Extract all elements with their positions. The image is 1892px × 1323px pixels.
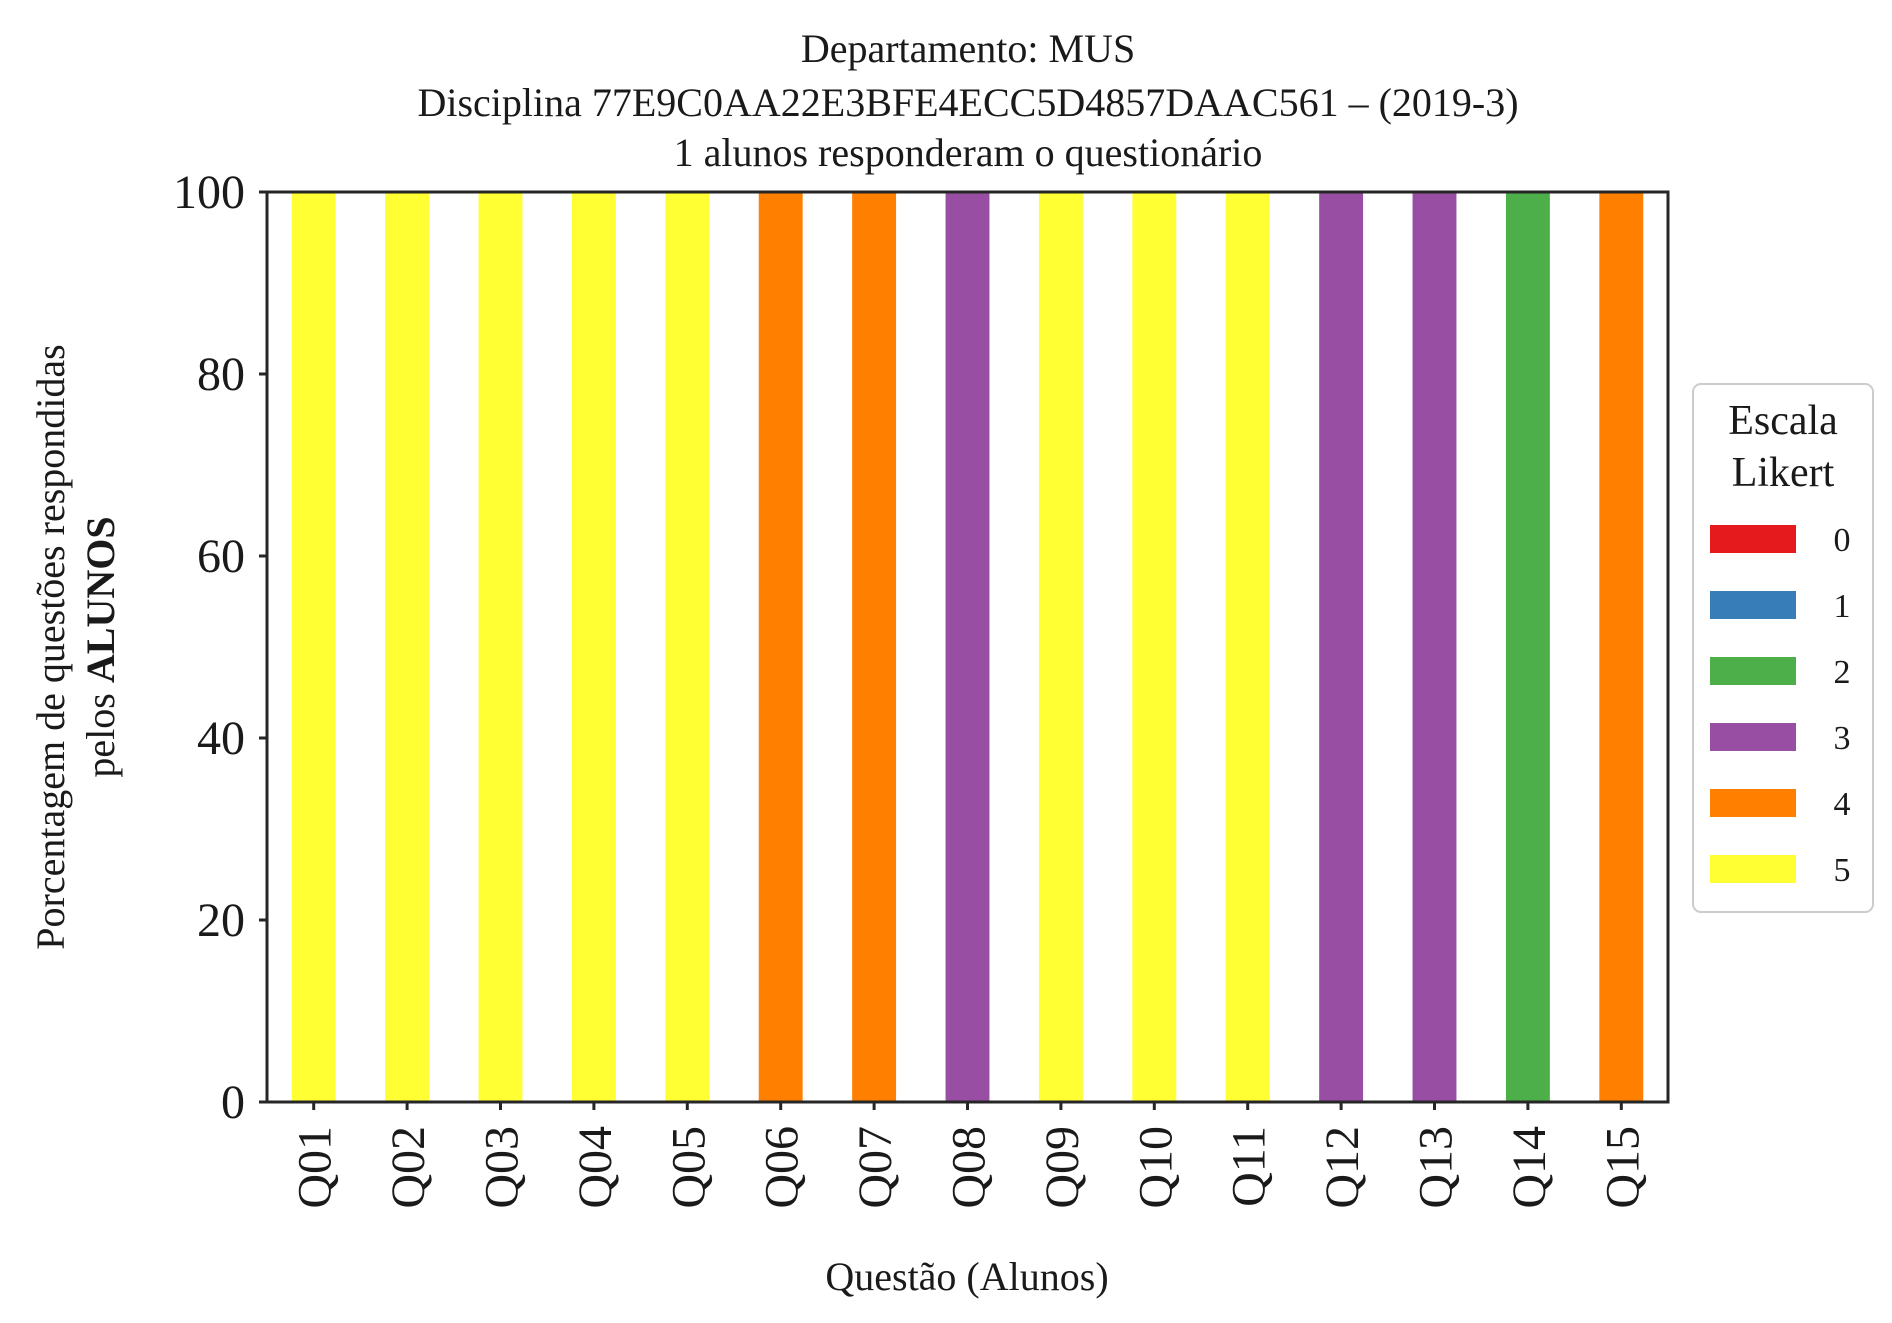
legend-swatch-3 (1710, 723, 1796, 751)
legend-label-4: 4 (1834, 786, 1851, 823)
legend-label-3: 3 (1834, 720, 1851, 757)
x-tick-label: Q01 (289, 1126, 342, 1209)
legend-label-5: 5 (1834, 852, 1851, 889)
title-line-1: Departamento: MUS (801, 26, 1135, 71)
bar-Q10-scale-5 (1132, 192, 1177, 1102)
x-tick-label: Q03 (476, 1126, 529, 1209)
title-line-2: Disciplina 77E9C0AA22E3BFE4ECC5D4857DAAC… (417, 80, 1518, 125)
y-axis-label-line-1: Porcentagem de questões respondidas (28, 344, 73, 949)
y-tick-label: 20 (197, 894, 245, 947)
x-tick-label: Q02 (382, 1126, 435, 1209)
y-tick-label: 100 (173, 166, 245, 219)
x-tick-label: Q14 (1503, 1126, 1556, 1209)
x-tick-label: Q11 (1223, 1126, 1276, 1207)
bar-Q09-scale-5 (1038, 192, 1083, 1102)
bar-Q01-scale-5 (291, 192, 336, 1102)
x-tick-label: Q05 (662, 1126, 715, 1209)
bar-Q08-scale-3 (945, 192, 990, 1102)
legend-title-line-2: Likert (1732, 450, 1835, 496)
bar-Q07-scale-4 (852, 192, 897, 1102)
y-tick-label: 60 (197, 530, 245, 583)
title-line-3: 1 alunos responderam o questionário (674, 130, 1263, 175)
x-axis-label: Questão (Alunos) (825, 1254, 1108, 1299)
legend-label-0: 0 (1834, 522, 1851, 559)
x-tick-label: Q12 (1316, 1126, 1369, 1209)
legend-swatch-2 (1710, 657, 1796, 685)
legend-swatch-0 (1710, 525, 1796, 553)
x-axis-ticks: Q01 Q02 Q03 Q04 Q05 Q06 Q07 Q08 Q09 Q10 Q11 Q12 Q13 Q… (289, 1102, 1649, 1209)
y-axis-ticks: 0 20 40 60 80 100 (173, 166, 267, 1129)
x-tick-label: Q06 (756, 1126, 809, 1209)
legend-frame (1692, 383, 1874, 913)
bar-Q11-scale-5 (1225, 192, 1270, 1102)
legend-title-line-1: Escala (1728, 398, 1838, 444)
y-axis-label-bold: ALUNOS (78, 516, 123, 683)
bar-Q06-scale-4 (758, 192, 803, 1102)
x-tick-label: Q07 (849, 1126, 902, 1209)
bar-Q13-scale-3 (1412, 192, 1457, 1102)
bar-Q05-scale-5 (665, 192, 710, 1102)
bar-Q04-scale-5 (571, 192, 616, 1102)
bar-Q15-scale-4 (1599, 192, 1644, 1102)
legend-swatch-5 (1710, 855, 1796, 883)
y-axis-label-2: pelos ALUNOS (78, 516, 123, 777)
y-axis-label-prefix: pelos (78, 683, 123, 777)
y-tick-label: 80 (197, 348, 245, 401)
x-tick-label: Q04 (569, 1126, 622, 1209)
y-axis-label: Porcentagem de questões respondidas (28, 344, 73, 949)
legend-entries: 0 1 2 3 4 5 (1710, 522, 1851, 889)
legend: Escala Likert 0 1 2 3 4 5 (1692, 383, 1874, 913)
chart-title: Departamento: MUS Disciplina 77E9C0AA22E… (417, 26, 1518, 175)
bars-group (291, 192, 1644, 1102)
bar-Q12-scale-3 (1319, 192, 1364, 1102)
bar-Q14-scale-2 (1505, 192, 1550, 1102)
x-tick-label: Q13 (1410, 1126, 1463, 1209)
legend-label-2: 2 (1834, 654, 1851, 691)
x-tick-label: Q09 (1036, 1126, 1089, 1209)
y-tick-label: 0 (221, 1076, 245, 1129)
x-tick-label: Q15 (1596, 1126, 1649, 1209)
bar-Q02-scale-5 (385, 192, 430, 1102)
y-tick-label: 40 (197, 712, 245, 765)
legend-swatch-4 (1710, 789, 1796, 817)
legend-label-1: 1 (1834, 588, 1851, 625)
x-tick-label: Q08 (943, 1126, 996, 1209)
bar-Q03-scale-5 (478, 192, 523, 1102)
y-axis-label-line-2: pelos ALUNOS (78, 516, 123, 777)
x-tick-label: Q10 (1129, 1126, 1182, 1209)
legend-swatch-1 (1710, 591, 1796, 619)
